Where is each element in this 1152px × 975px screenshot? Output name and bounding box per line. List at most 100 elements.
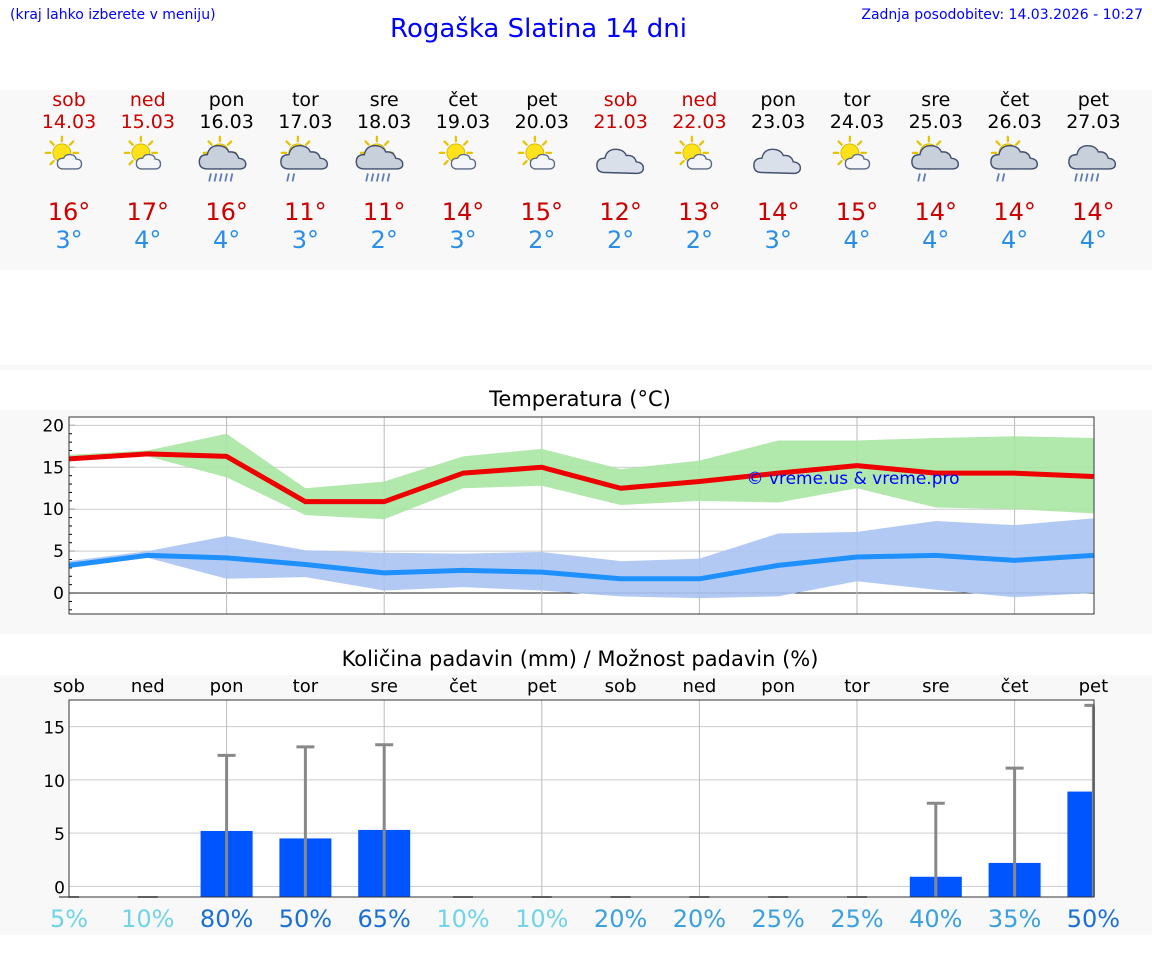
sun-cloud-light-rain-icon [910, 135, 959, 182]
last-updated: Zadnja posodobitev: 14.03.2026 - 10:27 [861, 7, 1143, 23]
min-range-band [69, 518, 1094, 599]
precipitation-chart-title: Količina padavin (mm) / Možnost padavin … [341, 647, 819, 671]
page-title: Rogaška Slatina 14 dni [390, 14, 687, 44]
data-point [620, 487, 622, 489]
data-point [304, 564, 306, 566]
precipitation-probability: 10% [515, 905, 568, 933]
day-name: čet [999, 89, 1030, 111]
day-date: 17.03 [278, 111, 333, 133]
max-temperature: 11° [362, 198, 406, 226]
y-tick-label: 20 [42, 416, 64, 436]
min-temperature: 4° [134, 226, 162, 254]
day-name: pon [208, 89, 245, 111]
day-name: ned [129, 89, 166, 111]
sun-cloud-rain-icon [355, 135, 404, 182]
day-name: sre [369, 89, 399, 111]
day-name: pet [1077, 89, 1109, 111]
day-name: sob [603, 89, 638, 111]
data-point [383, 572, 385, 574]
data-point [226, 455, 228, 457]
day-date: 14.03 [41, 111, 97, 133]
category-label: pon [210, 676, 244, 697]
data-point [541, 466, 543, 468]
day-date: 19.03 [435, 111, 491, 133]
sun-cloud-icon [44, 135, 83, 171]
y-tick-label: 0 [53, 584, 64, 604]
min-temperature: 4° [843, 226, 871, 254]
max-temperature-line [68, 451, 1094, 505]
min-temperature: 2° [685, 226, 714, 254]
category-label: pet [1079, 676, 1109, 697]
data-point [462, 472, 464, 474]
sun-cloud-icon [438, 135, 477, 171]
category-label: sre [370, 676, 397, 697]
min-temperature: 3° [449, 226, 477, 254]
day-date: 21.03 [593, 111, 648, 133]
category-label: sre [922, 676, 949, 697]
category-label: ned [682, 676, 716, 697]
day-name: ned [681, 89, 718, 111]
day-name: pon [760, 89, 797, 111]
min-temperature: 3° [291, 226, 320, 254]
precipitation-probability: 25% [752, 905, 805, 933]
max-temperature: 17° [126, 198, 170, 226]
day-name: tor [843, 89, 871, 111]
menu-hint: (kraj lahko izberete v meniju) [10, 7, 216, 23]
data-point [698, 578, 700, 580]
day-date: 27.03 [1066, 111, 1121, 133]
watermark: © vreme.us & vreme.pro [746, 469, 959, 489]
precipitation-probability: 20% [673, 905, 726, 933]
max-temperature: 14° [914, 198, 958, 226]
data-point [1014, 559, 1016, 561]
data-point [935, 472, 937, 474]
day-date: 18.03 [356, 111, 412, 133]
max-temperature: 14° [993, 198, 1036, 226]
precipitation-probability: 20% [594, 905, 647, 933]
data-point [147, 453, 149, 455]
day-date: 15.03 [120, 111, 175, 133]
max-temperature: 13° [678, 198, 721, 226]
plot-frame [68, 699, 1095, 898]
precipitation-probability: 50% [1067, 905, 1120, 933]
cloud-icon [595, 148, 644, 175]
data-point [777, 472, 779, 474]
min-temperature: 3° [764, 226, 792, 254]
y-tick-label: 0 [54, 878, 65, 898]
temperature-chart-title: Temperatura (°C) [489, 387, 671, 411]
data-point [226, 557, 228, 559]
max-temperature: 16° [205, 198, 248, 226]
max-temperature: 12° [599, 198, 642, 226]
day-name: čet [448, 89, 478, 111]
data-point [462, 569, 464, 571]
max-temperature: 14° [1072, 198, 1115, 226]
data-point [698, 481, 700, 483]
min-temperature: 4° [922, 226, 950, 254]
day-date: 26.03 [987, 111, 1042, 133]
max-temperature: 11° [284, 198, 327, 226]
precipitation-probability: 35% [988, 905, 1041, 933]
day-name: pet [526, 89, 558, 111]
data-point [856, 465, 858, 467]
sun-cloud-icon [832, 135, 871, 171]
y-tick-label: 15 [43, 719, 65, 739]
max-temperature: 15° [835, 198, 879, 226]
min-temperature: 4° [212, 226, 241, 254]
min-temperature-line [68, 552, 1094, 582]
data-point [541, 571, 543, 573]
min-temperature: 3° [55, 226, 83, 254]
cloud-rain-icon [1068, 144, 1117, 182]
temperature-chart: 20 15 10 5 0 © vreme.us & vreme.pro [42, 416, 1095, 615]
data-point [620, 578, 622, 580]
day-date: 20.03 [514, 111, 569, 133]
max-temperature: 15° [520, 198, 564, 226]
day-date: 23.03 [750, 111, 806, 133]
day-date: 25.03 [908, 111, 963, 133]
plot-frame [68, 416, 1095, 615]
category-label: pon [761, 676, 795, 697]
y-tick-label: 5 [53, 542, 64, 562]
separator-band [0, 365, 1152, 370]
data-point [1014, 472, 1016, 474]
precipitation-bar [1067, 791, 1094, 897]
precipitation-probability: 40% [909, 905, 962, 933]
day-name: sre [921, 89, 951, 111]
